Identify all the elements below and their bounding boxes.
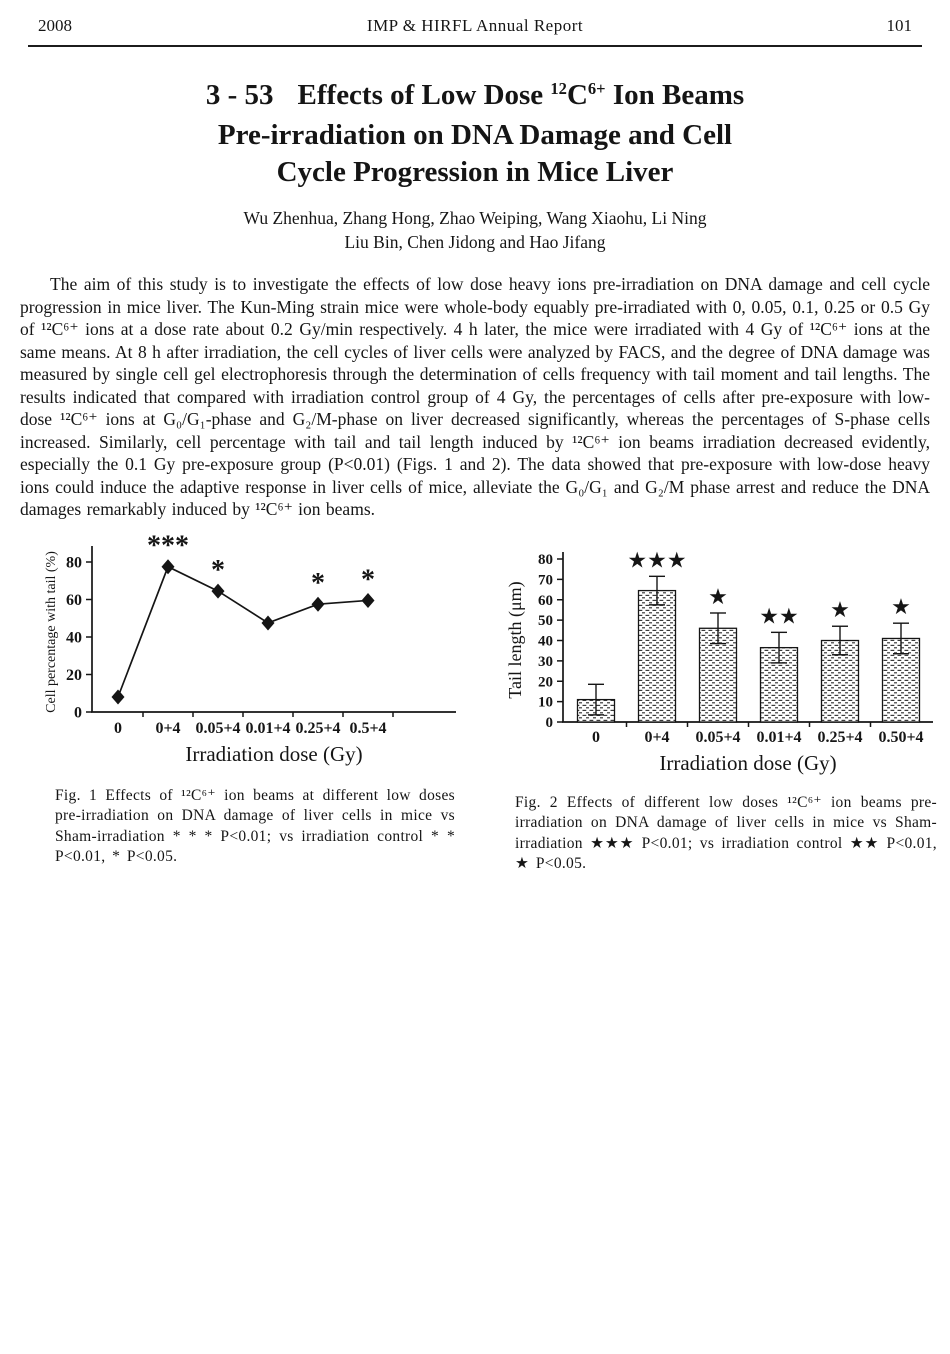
data-point-diamond [161, 558, 175, 574]
title-line-2: Pre-irradiation on DNA Damage and Cell [217, 119, 733, 151]
x-category-label: 0+4 [644, 729, 669, 746]
y-tick-label: 20 [538, 674, 553, 690]
title-line-3: Cycle Progression in Mice Liver [276, 156, 674, 188]
significance-stars: ★★ [759, 604, 798, 629]
x-category-label: 0.25+4 [295, 720, 340, 737]
y-tick-label: 30 [538, 653, 553, 669]
figures-row: 0 20 40 60 80 0 0+4 *** 0.05+4 * 0.01+4 0.25+4 * 0.5+… [0, 534, 950, 875]
data-point-diamond [311, 596, 325, 612]
authors-line-1: Wu Zhenhua, Zhang Hong, Zhao Weiping, Wa… [243, 208, 707, 228]
y-tick-label: 40 [538, 633, 553, 649]
y-tick-label: 0 [546, 715, 554, 731]
fig2-caption: Fig. 2 Effects of different low doses ¹²… [515, 793, 937, 873]
fig1-line-chart: 0 20 40 60 80 0 0+4 *** 0.05+4 * 0.01+4 0.25+4 * 0.5+… [44, 534, 456, 766]
header-page-number: 101 [886, 16, 913, 35]
title-line1-post: Ion Beams [612, 79, 745, 111]
data-point-diamond [361, 592, 375, 608]
x-category-label: 0.5+4 [349, 720, 386, 737]
x-axis-title: Irradiation dose (Gy) [185, 742, 362, 766]
significance-stars: * [311, 568, 325, 599]
header-rule [28, 45, 922, 47]
significance-stars: ★★★ [627, 548, 686, 573]
article-number: 3 - 53 [205, 79, 274, 111]
x-category-label: 0+4 [155, 720, 180, 737]
bar [759, 646, 799, 723]
y-tick-label: 60 [66, 592, 82, 609]
author-list: Wu Zhenhua, Zhang Hong, Zhao Weiping, Wa… [0, 206, 950, 254]
data-point-diamond [111, 689, 125, 704]
data-point-diamond [211, 583, 225, 599]
fig1-caption: Fig. 1 Effects of ¹²C⁶⁺ ion beams at dif… [55, 786, 455, 866]
figure-2: 0 10 20 30 40 50 60 70 80 0 0+4 ★★★ 0.05+4 ★ 0.01+4 ★★ 0… [505, 534, 945, 875]
x-category-label: 0.05+4 [695, 729, 740, 746]
y-tick-label: 0 [74, 704, 82, 721]
x-category-label: 0.01+4 [756, 729, 801, 746]
y-tick-label: 50 [538, 613, 553, 629]
significance-stars: ★ [891, 595, 911, 620]
authors-line-2: Liu Bin, Chen Jidong and Hao Jifang [344, 232, 606, 252]
figure-1: 0 20 40 60 80 0 0+4 *** 0.05+4 * 0.01+4 0.25+4 * 0.5+… [40, 534, 465, 875]
x-category-label: 0 [592, 729, 600, 746]
y-tick-label: 10 [538, 694, 553, 710]
y-tick-label: 70 [538, 572, 553, 588]
x-category-label: 0.05+4 [195, 720, 240, 737]
title-line1-pre: Effects of Low Dose [297, 79, 544, 111]
isotope-superscript: 12 [550, 78, 567, 98]
y-tick-label: 60 [538, 592, 553, 608]
header-year: 2008 [38, 16, 72, 35]
charge-superscript: 6+ [587, 78, 606, 98]
x-category-label: 0.01+4 [245, 720, 290, 737]
significance-stars: ★ [830, 598, 850, 623]
y-axis-title: Tail length (μm) [505, 581, 526, 698]
data-point-diamond [261, 614, 275, 630]
y-tick-label: 20 [66, 667, 82, 684]
element-symbol: C [566, 79, 588, 111]
abstract-paragraph: The aim of this study is to investigate … [20, 274, 930, 519]
running-header: 2008 IMP & HIRFL Annual Report 101 [0, 0, 950, 36]
significance-stars: * [361, 564, 375, 595]
article-title: 3 - 53 Effects of Low Dose 12C6+ Ion Beam… [0, 77, 950, 191]
y-tick-label: 80 [66, 554, 82, 571]
carbon-ion-notation: 12C6+ [550, 79, 605, 111]
significance-stars: * [211, 555, 225, 586]
y-axis-title: Cell percentage with tail (%) [44, 550, 59, 712]
x-category-label: 0.50+4 [878, 729, 923, 746]
significance-stars: ★ [708, 584, 728, 609]
bar [637, 589, 677, 723]
x-category-label: 0.25+4 [817, 729, 862, 746]
x-axis-title: Irradiation dose (Gy) [659, 751, 836, 775]
header-journal-title: IMP & HIRFL Annual Report [366, 16, 584, 35]
y-tick-label: 40 [66, 629, 82, 646]
x-category-label: 0 [114, 720, 122, 737]
significance-stars: *** [147, 534, 189, 562]
y-tick-label: 80 [538, 552, 553, 568]
title-line-1: 3 - 53 Effects of Low Dose 12C6+ Ion Beam… [0, 77, 950, 117]
data-line [117, 565, 369, 697]
